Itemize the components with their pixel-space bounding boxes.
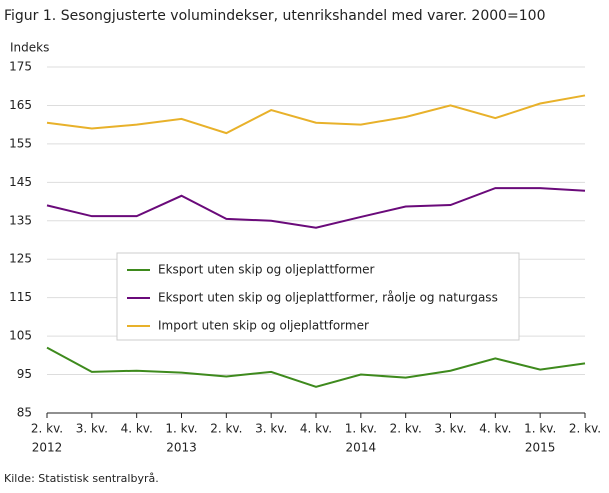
- x-tick-year: 2015: [525, 441, 556, 455]
- series-line: [46, 346, 586, 388]
- y-axis-label: Indeks: [10, 41, 49, 55]
- x-tick-label: 4. kv.: [479, 422, 511, 436]
- series-line: [46, 94, 586, 135]
- x-tick-label: 1. kv.: [165, 422, 197, 436]
- x-tick-label: 3. kv.: [434, 422, 466, 436]
- y-tick-label: 105: [9, 329, 32, 343]
- y-tick-label: 145: [9, 175, 32, 189]
- legend-label: Eksport uten skip og oljeplattformer: [158, 263, 375, 277]
- x-tick-label: 2. kv.: [569, 422, 601, 436]
- y-tick-label: 95: [17, 367, 32, 381]
- y-tick-label: 175: [9, 60, 32, 74]
- x-tick-year: 2012: [32, 441, 63, 455]
- y-tick-label: 135: [9, 213, 32, 227]
- y-tick-label: 125: [9, 252, 32, 266]
- x-tick-year: 2014: [346, 441, 377, 455]
- source: Kilde: Statistisk sentralbyrå.: [4, 472, 159, 485]
- x-tick-label: 1. kv.: [345, 422, 377, 436]
- legend-box: [116, 252, 520, 341]
- x-tick-label: 3. kv.: [255, 422, 287, 436]
- legend-label: Import uten skip og oljeplattformer: [158, 319, 369, 333]
- x-tick-label: 2. kv.: [31, 422, 63, 436]
- x-tick-year: 2013: [166, 441, 197, 455]
- legend-label: Eksport uten skip og oljeplattformer, rå…: [158, 291, 498, 305]
- y-tick-label: 165: [9, 98, 32, 112]
- series-line: [46, 187, 586, 229]
- x-tick-label: 4. kv.: [300, 422, 332, 436]
- x-tick-label: 2. kv.: [210, 422, 242, 436]
- x-tick-label: 1. kv.: [524, 422, 556, 436]
- x-tick-label: 2. kv.: [390, 422, 422, 436]
- y-tick-label: 85: [17, 406, 32, 420]
- chart-title: Figur 1. Sesongjusterte volumindekser, u…: [4, 8, 546, 24]
- y-tick-label: 155: [9, 136, 32, 150]
- x-tick-label: 4. kv.: [121, 422, 153, 436]
- x-tick-label: 3. kv.: [76, 422, 108, 436]
- y-tick-label: 115: [9, 290, 32, 304]
